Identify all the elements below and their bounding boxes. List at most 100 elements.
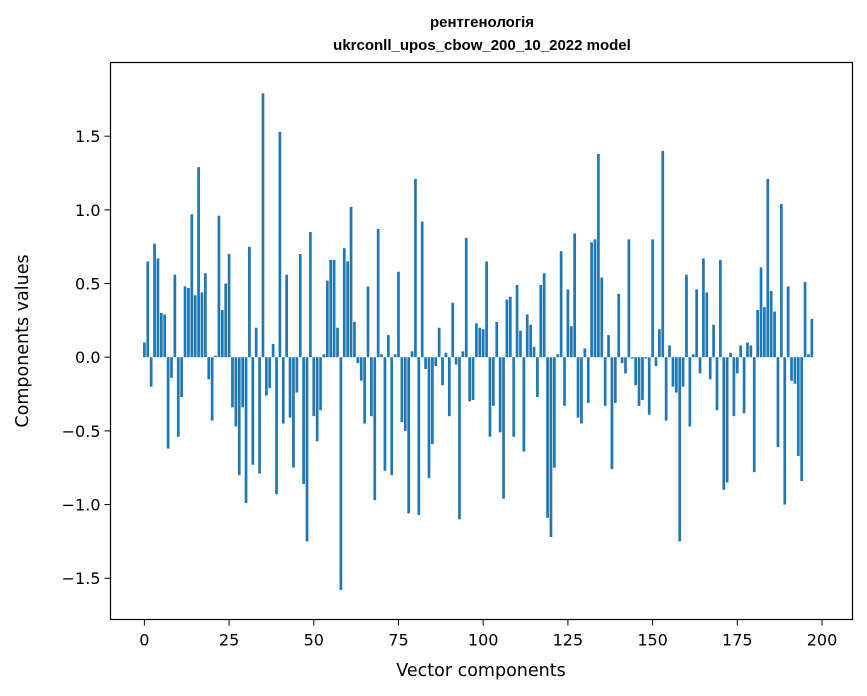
- bar: [787, 286, 790, 357]
- bar: [414, 179, 417, 357]
- bar: [810, 319, 813, 357]
- bar: [634, 357, 637, 385]
- bar: [722, 357, 725, 490]
- bar: [299, 254, 302, 357]
- bar: [665, 357, 668, 420]
- bar: [441, 357, 444, 385]
- bar: [417, 357, 420, 515]
- bar: [472, 357, 475, 400]
- bar: [539, 285, 542, 357]
- bar: [729, 353, 732, 357]
- y-axis-label: Components values: [13, 254, 33, 427]
- bar: [390, 357, 393, 475]
- bar: [719, 260, 722, 357]
- bar: [770, 291, 773, 357]
- bar: [478, 328, 481, 357]
- bar: [462, 351, 465, 357]
- bar: [211, 357, 214, 420]
- bar: [468, 357, 471, 401]
- bar: [543, 273, 546, 357]
- bar: [312, 357, 315, 416]
- bar: [221, 310, 224, 357]
- bar: [682, 357, 685, 386]
- bar: [743, 357, 746, 413]
- bar: [184, 286, 187, 357]
- bar: [668, 345, 671, 357]
- bar: [353, 322, 356, 357]
- bar: [248, 247, 251, 358]
- bar: [401, 357, 404, 422]
- bar: [190, 214, 193, 357]
- bar: [373, 357, 376, 500]
- chart-subtitle: ukrconll_upos_cbow_200_10_2022 model: [333, 37, 631, 54]
- bar: [641, 357, 644, 400]
- bar: [580, 357, 583, 423]
- bar: [177, 357, 180, 437]
- bar: [746, 342, 749, 357]
- bar: [797, 357, 800, 456]
- bar: [739, 345, 742, 357]
- bar: [661, 151, 664, 357]
- bar: [766, 179, 769, 357]
- bar: [631, 357, 634, 358]
- bar: [546, 357, 549, 518]
- bar: [326, 281, 329, 358]
- bar: [163, 314, 166, 357]
- x-axis-ticks: 0 25 50 75 100 125 150 175 200: [139, 620, 837, 650]
- bar: [716, 357, 719, 410]
- bars-group: [143, 93, 813, 590]
- bar: [187, 288, 190, 357]
- bar: [790, 357, 793, 381]
- bar: [268, 357, 271, 388]
- bar: [201, 292, 204, 357]
- bar: [475, 323, 478, 357]
- bar: [387, 335, 390, 357]
- bar: [146, 261, 149, 357]
- bar: [485, 261, 488, 357]
- bar: [306, 357, 309, 541]
- bar: [346, 261, 349, 357]
- bar: [492, 357, 495, 406]
- bar: [340, 357, 343, 590]
- bar: [360, 357, 363, 381]
- bar: [197, 167, 200, 357]
- bar: [512, 357, 515, 437]
- bar: [489, 357, 492, 437]
- bar: [265, 357, 268, 395]
- bar: [363, 357, 366, 423]
- bar: [628, 239, 631, 357]
- bar: [323, 354, 326, 357]
- bar: [377, 229, 380, 357]
- bar: [309, 232, 312, 357]
- bar: [753, 357, 756, 472]
- bar: [658, 329, 661, 357]
- bar: [180, 357, 183, 397]
- bar: [536, 357, 539, 397]
- bar: [560, 251, 563, 357]
- bar: [428, 357, 431, 478]
- bar: [451, 303, 454, 358]
- bar: [597, 154, 600, 357]
- bar: [258, 357, 261, 473]
- bar: [763, 307, 766, 357]
- bar: [509, 297, 512, 357]
- bar: [804, 282, 807, 357]
- bar: [251, 357, 254, 465]
- bar: [590, 242, 593, 357]
- bar: [617, 294, 620, 357]
- x-tick-label: 75: [388, 631, 408, 650]
- y-tick-label: −1.5: [62, 569, 101, 588]
- bar: [455, 357, 458, 364]
- bar: [556, 354, 559, 357]
- bar: [502, 357, 505, 498]
- bar: [685, 275, 688, 358]
- bar: [302, 357, 305, 484]
- bar: [570, 326, 573, 357]
- y-tick-label: 0.0: [75, 348, 100, 367]
- bar: [255, 328, 258, 357]
- bar: [157, 258, 160, 357]
- x-tick-label: 50: [304, 631, 324, 650]
- bar: [587, 357, 590, 403]
- bar: [333, 260, 336, 357]
